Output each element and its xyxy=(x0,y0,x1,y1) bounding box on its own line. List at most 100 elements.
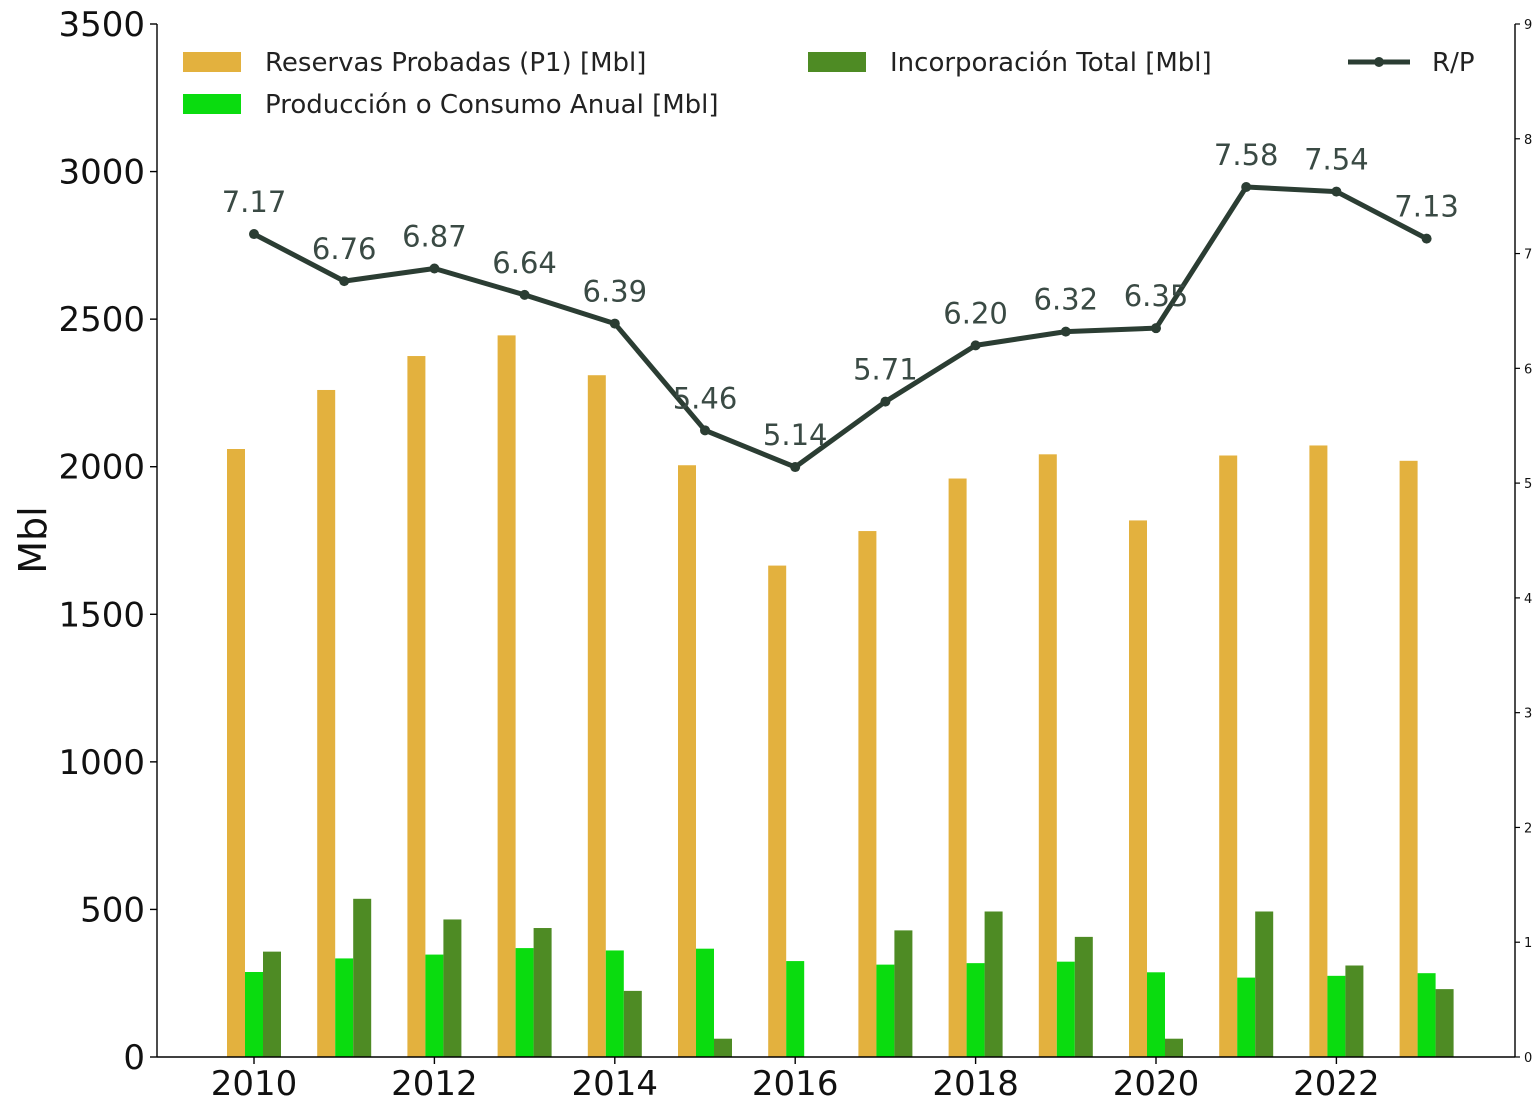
bar-produccion xyxy=(1237,977,1256,1057)
x-tick-label: 2022 xyxy=(1293,1064,1380,1104)
bar-incorporacion xyxy=(263,951,281,1057)
legend-produccion: Producción o Consumo Anual [Mbl] xyxy=(183,90,719,120)
y-tick-label: 3000 xyxy=(58,153,145,193)
bar-produccion xyxy=(876,964,895,1057)
legend-incorporacion: Incorporación Total [Mbl] xyxy=(808,48,1212,78)
x-tick-label: 2014 xyxy=(572,1064,659,1104)
bar-produccion xyxy=(966,963,985,1057)
bar-produccion xyxy=(1327,975,1346,1057)
y-tick-label: 2500 xyxy=(58,300,145,340)
bar-produccion xyxy=(1147,972,1165,1057)
bar-reservas xyxy=(227,449,245,1057)
bar-incorporacion xyxy=(714,1038,732,1057)
y-tick-label: 2000 xyxy=(58,448,145,488)
bar-incorporacion xyxy=(1255,911,1274,1057)
legend-label: Reservas Probadas (P1) [Mbl] xyxy=(265,48,646,78)
rp-data-label: 7.58 xyxy=(1214,138,1279,172)
bar-produccion xyxy=(1056,961,1075,1057)
bar-reservas xyxy=(317,389,336,1057)
y-right-tick-label: 9 xyxy=(1524,18,1532,33)
x-tick-label: 2018 xyxy=(932,1064,1019,1104)
legend-swatch xyxy=(183,94,241,114)
y-right-tick-label: 3 xyxy=(1524,707,1532,722)
rp-data-label: 6.76 xyxy=(312,232,377,266)
rp-data-label: 7.17 xyxy=(222,185,287,219)
bar-reservas xyxy=(587,375,606,1058)
bar-incorporacion xyxy=(1074,936,1093,1057)
rp-line xyxy=(252,184,1428,470)
bar-produccion xyxy=(425,954,444,1057)
bar-reservas xyxy=(678,465,696,1057)
rp-data-label: 6.87 xyxy=(402,219,467,253)
y-right-tick-label: 1 xyxy=(1524,936,1532,951)
rp-data-label: 7.13 xyxy=(1394,190,1459,224)
rp-point xyxy=(1241,181,1252,192)
bar-reservas xyxy=(1309,445,1328,1057)
rp-point xyxy=(519,289,530,300)
legend-label: Incorporación Total [Mbl] xyxy=(890,48,1212,78)
bar-incorporacion xyxy=(443,919,462,1057)
x-tick-label: 2016 xyxy=(752,1064,839,1104)
bar-reservas xyxy=(1129,520,1147,1057)
rp-point xyxy=(339,276,350,287)
y-tick-label: 1500 xyxy=(58,595,145,635)
bar-produccion xyxy=(605,950,624,1057)
legend-swatch xyxy=(808,52,866,72)
bar-incorporacion xyxy=(623,990,642,1057)
y-axis-label: Mbl xyxy=(11,506,55,573)
rp-data-label: 6.39 xyxy=(583,275,648,309)
bar-reservas xyxy=(497,335,516,1057)
bar-reservas xyxy=(1038,454,1057,1057)
rp-data-label: 6.20 xyxy=(943,296,1008,330)
bar-reservas xyxy=(858,531,877,1057)
bars-layer xyxy=(227,335,1454,1058)
rp-data-label: 7.54 xyxy=(1304,143,1369,177)
bar-incorporacion xyxy=(353,898,372,1057)
rp-point xyxy=(970,340,981,351)
y-right-tick-label: 2 xyxy=(1524,821,1532,836)
rp-data-label: 5.46 xyxy=(673,381,738,415)
x-tick-label: 2010 xyxy=(211,1064,298,1104)
y-right-tick-label: 0 xyxy=(1524,1051,1532,1066)
rp-point xyxy=(700,425,710,436)
bar-reservas xyxy=(407,356,426,1057)
legend-rp: R/P xyxy=(1348,48,1475,78)
y-tick-label: 3500 xyxy=(58,5,145,45)
rp-line-layer: 7.17 6.76 6.87 6.64 6.39 5.46 5.14 5.71 6.20 6.32… xyxy=(222,138,1459,473)
bar-incorporacion xyxy=(1165,1038,1183,1057)
bar-produccion xyxy=(786,961,805,1057)
y-right-tick-label: 7 xyxy=(1524,248,1532,263)
bar-incorporacion xyxy=(533,928,552,1057)
rp-point xyxy=(429,263,440,274)
y-tick-label: 1000 xyxy=(58,743,145,783)
axes-layer: 0 500 1000 1500 2000 2500 3000 3500 0 1 2 3 4 5 6 7 8 9 20… xyxy=(58,5,1532,1104)
bar-produccion xyxy=(696,948,714,1057)
bar-reservas xyxy=(948,478,967,1057)
legend-swatch xyxy=(183,52,241,72)
rp-point xyxy=(1421,233,1432,244)
bar-incorporacion xyxy=(1345,965,1364,1057)
bar-produccion xyxy=(515,948,534,1057)
x-tick-label: 2020 xyxy=(1113,1064,1200,1104)
bar-incorporacion xyxy=(1435,989,1454,1057)
rp-data-label: 5.14 xyxy=(763,418,828,452)
bar-incorporacion xyxy=(894,930,913,1057)
rp-point xyxy=(249,229,259,240)
bar-reservas xyxy=(768,565,787,1057)
rp-point xyxy=(1331,186,1342,197)
rp-point xyxy=(880,396,891,407)
y-right-tick-label: 5 xyxy=(1524,477,1532,492)
y-tick-label: 500 xyxy=(80,890,145,930)
rp-point xyxy=(1060,326,1071,337)
legend-reservas: Reservas Probadas (P1) [Mbl] xyxy=(183,48,646,78)
legend-label: Producción o Consumo Anual [Mbl] xyxy=(265,90,719,120)
rp-data-label: 6.35 xyxy=(1124,279,1189,313)
y-right-tick-label: 6 xyxy=(1524,362,1532,377)
bar-incorporacion xyxy=(984,911,1003,1057)
x-tick-label: 2012 xyxy=(391,1064,478,1104)
legend-label: R/P xyxy=(1432,48,1475,78)
legend-marker xyxy=(1374,57,1384,67)
bar-produccion xyxy=(335,958,354,1057)
legend: Reservas Probadas (P1) [Mbl] Producción o… xyxy=(183,48,1475,120)
